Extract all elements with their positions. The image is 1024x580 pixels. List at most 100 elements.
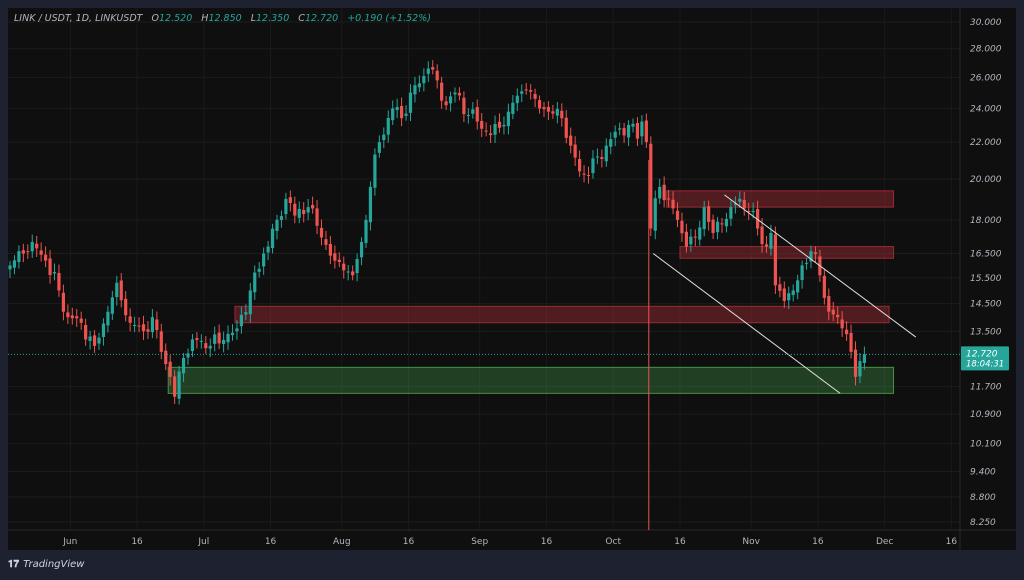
channel-upper-line [724, 194, 917, 338]
red-zone [666, 190, 895, 208]
candle-body [324, 239, 328, 245]
candle-body [342, 263, 346, 271]
candle-body [586, 174, 591, 176]
chart-pane[interactable]: 30.000 28.000 26.000 24.000 22.000 20.000 18.0… [8, 8, 1016, 550]
candle-body [600, 157, 604, 159]
candle-body [506, 111, 510, 127]
high-label: H [201, 13, 209, 24]
candle-body [822, 275, 826, 298]
candle-body [733, 203, 737, 205]
candle-body [426, 68, 430, 74]
candle-body [480, 120, 484, 129]
candle-body [115, 282, 119, 298]
candle-body [293, 203, 297, 216]
candle-body [542, 107, 546, 110]
candle-body [413, 85, 417, 95]
symbol-name: LINK / USDT, 1D, LINKUSDT [14, 13, 143, 24]
candle-body [70, 315, 74, 319]
candlestick-chart[interactable]: 30.000 28.000 26.000 24.000 22.000 20.000 18.0… [8, 8, 1016, 550]
price-tick-label: 8.250 [970, 518, 996, 528]
candle-body [346, 271, 350, 273]
footer-brand[interactable]: 𝟏𝟕 TradingView [8, 559, 84, 570]
candle-body [270, 228, 275, 248]
high-value: 12.850 [208, 13, 242, 24]
candle-body [391, 108, 395, 121]
time-tick-label: 16 [131, 537, 143, 547]
candle-body [177, 371, 181, 399]
candle-body [328, 243, 332, 256]
candle-body [88, 336, 92, 341]
candle-body [315, 208, 319, 226]
symbol-legend: LINK / USDT, 1D, LINKUSDT O12.520 H12.85… [14, 13, 437, 24]
time-tick-label: Jul [197, 537, 209, 547]
candle-body [471, 109, 475, 114]
price-tick-label: 30.000 [970, 18, 1002, 28]
candle-body [168, 361, 172, 377]
candle-body [702, 207, 706, 230]
candle-body [26, 251, 30, 253]
candle-body [640, 121, 644, 137]
brand-name: TradingView [23, 559, 85, 570]
time-tick-label: Dec [876, 537, 893, 547]
candle-body [849, 332, 853, 352]
candle-body [248, 290, 252, 315]
candle-body [466, 114, 470, 116]
candle-body [791, 290, 795, 296]
time-tick-label: Nov [742, 537, 760, 547]
time-tick-label: Aug [333, 537, 351, 547]
candle-body [569, 135, 573, 146]
candle-body [230, 332, 235, 336]
price-tick-label: 28.000 [970, 45, 1002, 55]
candle-body [671, 199, 675, 209]
candle-body [724, 218, 729, 227]
candle-body [595, 156, 599, 158]
candle-body [827, 296, 831, 312]
candle-body [275, 219, 279, 231]
candle-body [359, 241, 364, 258]
candle-body [515, 95, 519, 104]
candle-body [836, 314, 840, 318]
candle-body [502, 124, 506, 127]
candle-body [239, 314, 243, 327]
candle-body [52, 271, 57, 274]
candle-body [288, 197, 292, 204]
candle-body [764, 244, 769, 247]
candle-body [164, 350, 168, 365]
candle-body [297, 208, 301, 218]
candle-body [373, 154, 377, 188]
candle-body [79, 318, 83, 323]
candle-body [689, 236, 693, 245]
candle-body [555, 108, 559, 116]
time-tick-label: 16 [946, 537, 958, 547]
candle-body [693, 236, 697, 238]
candle-body [444, 101, 448, 106]
close-value: 12.720 [304, 13, 339, 24]
candle-body [400, 105, 404, 119]
candle-body [489, 133, 493, 136]
price-tick-label: 9.400 [970, 467, 996, 477]
price-tick-label: 11.700 [970, 383, 1002, 393]
candle-body [497, 121, 502, 128]
candle-body [124, 298, 128, 316]
last-price-badge [961, 346, 1009, 371]
candle-body [551, 111, 555, 114]
candle-body [609, 139, 613, 147]
candle-body [199, 340, 203, 342]
candle-body [564, 117, 568, 138]
candle-body [649, 143, 653, 229]
candle-body [12, 260, 17, 268]
candle-body [377, 142, 381, 153]
candle-body [159, 331, 163, 352]
candle-body [524, 89, 528, 91]
candle-body [279, 216, 284, 221]
candle-body [711, 219, 715, 233]
candle-body [715, 221, 720, 233]
candle-body [582, 173, 586, 175]
candle-body [35, 243, 39, 249]
candle-body [195, 338, 199, 340]
candle-body [448, 96, 453, 104]
candle-body [217, 332, 221, 344]
candle-body [635, 123, 640, 139]
candle-body [21, 250, 25, 254]
candle-body [862, 354, 866, 364]
